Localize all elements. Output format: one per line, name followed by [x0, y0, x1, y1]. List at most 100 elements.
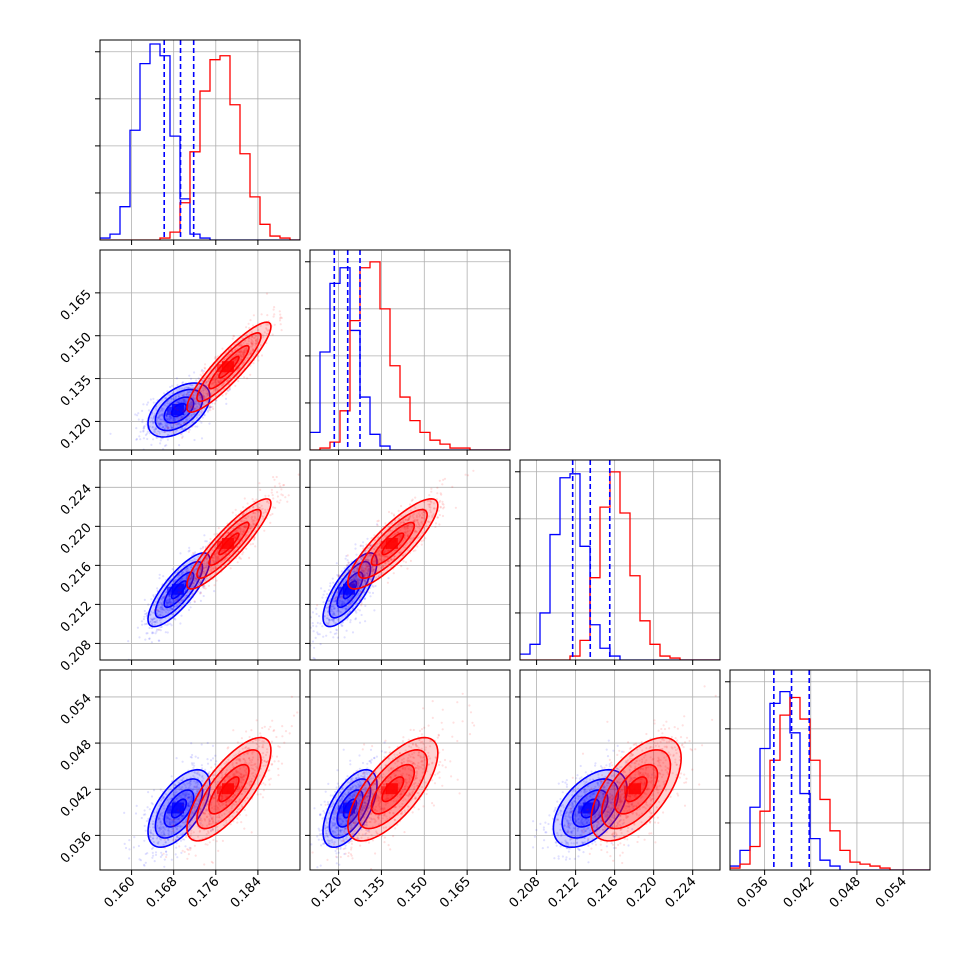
scatter-point: [225, 557, 228, 560]
scatter-point: [348, 597, 352, 600]
scatter-point: [188, 546, 191, 549]
scatter-point: [175, 797, 178, 801]
scatter-point: [176, 796, 179, 800]
scatter-point: [202, 567, 205, 570]
scatter-point: [143, 598, 146, 601]
y-tick-label: 0.150: [58, 330, 95, 367]
scatter-point: [159, 409, 162, 412]
scatter-point: [166, 425, 169, 428]
scatter-point: [259, 344, 262, 347]
scatter-point: [157, 422, 160, 425]
scatter-point: [257, 510, 261, 514]
scatter-point: [339, 599, 342, 602]
scatter-point: [391, 559, 394, 562]
scatter-point: [163, 834, 166, 837]
scatter-point: [192, 395, 195, 398]
scatter-point: [162, 843, 165, 846]
scatter-point: [250, 338, 253, 341]
scatter-point: [344, 606, 347, 609]
scatter-point: [149, 832, 152, 835]
scatter-point: [190, 813, 193, 816]
scatter-point: [269, 514, 272, 517]
scatter-point: [329, 631, 332, 634]
scatter-point: [364, 566, 368, 569]
contour-line: [163, 396, 195, 424]
scatter-point: [184, 426, 187, 430]
scatter-point: [166, 604, 169, 607]
scatter-point: [315, 607, 318, 610]
scatter-point: [187, 404, 190, 407]
scatter-point: [135, 437, 138, 441]
scatter-point: [223, 548, 227, 551]
scatter-point: [155, 628, 159, 631]
scatter-point: [404, 561, 408, 564]
scatter-point: [221, 383, 224, 386]
scatter-point: [169, 385, 172, 389]
scatter-point: [145, 432, 148, 435]
scatter-point: [366, 569, 369, 572]
scatter-point: [187, 386, 190, 389]
scatter-point: [164, 607, 168, 610]
scatter-point: [153, 428, 156, 431]
scatter-point: [393, 514, 396, 517]
scatter-point: [251, 349, 254, 352]
scatter-point: [224, 557, 227, 560]
scatter-point: [356, 597, 359, 600]
scatter-point: [190, 586, 193, 589]
scatter-point: [369, 553, 372, 556]
scatter-point: [168, 813, 171, 816]
scatter-point: [183, 401, 186, 404]
scatter-point: [347, 605, 350, 608]
scatter-point: [163, 865, 166, 868]
scatter-point: [162, 825, 165, 829]
scatter-point: [151, 611, 155, 614]
scatter-point: [205, 540, 208, 543]
scatter-point: [252, 324, 255, 327]
scatter-point: [262, 511, 265, 514]
scatter-point: [144, 829, 147, 832]
scatter-point: [335, 562, 338, 565]
scatter-point: [384, 522, 387, 525]
scatter-point: [190, 575, 193, 579]
scatter-point: [180, 416, 183, 419]
scatter-point: [365, 558, 368, 561]
scatter-point: [245, 346, 248, 350]
scatter-point: [194, 572, 197, 576]
scatter-point: [322, 601, 325, 604]
scatter-point: [160, 602, 163, 605]
scatter-point: [161, 426, 164, 429]
scatter-point: [312, 656, 315, 660]
scatter-point: [243, 361, 246, 364]
scatter-point: [407, 518, 410, 521]
scatter-point: [416, 518, 419, 521]
scatter-point: [199, 403, 202, 406]
scatter-point: [163, 430, 166, 434]
scatter-point: [345, 629, 348, 632]
scatter-point: [340, 600, 344, 603]
scatter-point: [402, 554, 405, 558]
scatter-point: [150, 598, 153, 601]
hist-red-line: [310, 261, 510, 450]
scatter-point: [146, 632, 149, 635]
scatter-point: [323, 590, 326, 593]
scatter-point: [214, 379, 217, 382]
scatter-point: [198, 405, 201, 408]
scatter-point: [153, 860, 156, 863]
scatter-point: [192, 399, 195, 402]
scatter-point: [364, 567, 367, 570]
scatter-point: [347, 561, 350, 564]
scatter-point: [181, 435, 184, 438]
scatter-point: [186, 391, 189, 394]
scatter-point: [184, 845, 187, 848]
scatter-point: [359, 544, 362, 547]
scatter-point: [403, 534, 407, 537]
scatter-point: [382, 551, 386, 554]
scatter-point: [143, 864, 146, 867]
scatter-point: [415, 514, 418, 517]
scatter-point: [353, 581, 356, 584]
scatter-point: [333, 607, 336, 610]
scatter-point: [194, 551, 197, 554]
scatter-point: [160, 608, 163, 611]
scatter-point: [356, 584, 359, 587]
scatter-point: [341, 600, 344, 603]
